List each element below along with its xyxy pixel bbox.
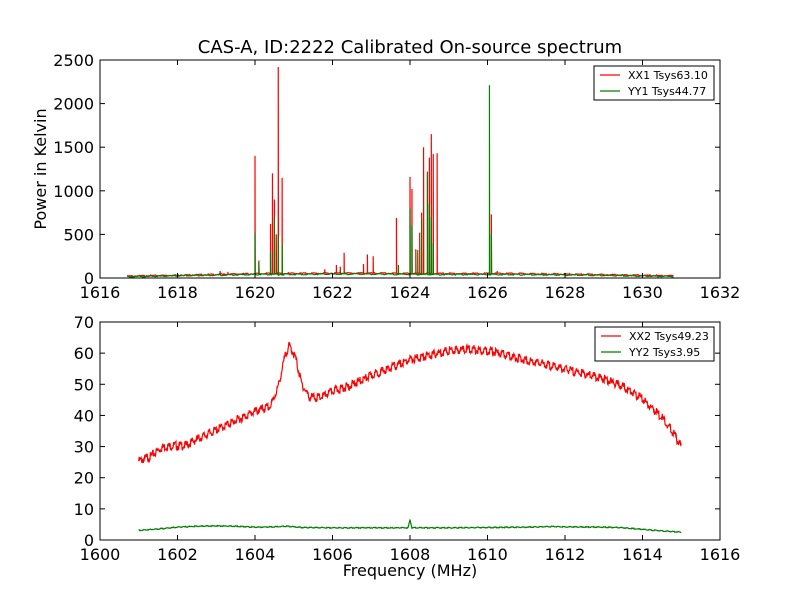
bottom-panel: 1600 1602 1604 1606 1608 1610 1612 1614 1616 0 10 2…	[74, 313, 741, 564]
x-tick-label: 1622	[312, 283, 353, 302]
series-line-yy2	[138, 519, 682, 534]
x-tick-label: 1608	[390, 545, 431, 564]
x-tick-label: 1618	[157, 283, 198, 302]
x-tick-label: 1600	[80, 545, 121, 564]
legend-label: YY1 Tsys44.77	[627, 85, 706, 98]
top-panel: 1616 1618 1620 1622 1624 1626 1628 1630 1632 0 500…	[53, 51, 740, 302]
legend-label: XX1 Tsys63.10	[628, 69, 708, 82]
legend-box	[594, 326, 715, 362]
y-tick-label: 1000	[53, 182, 94, 201]
y-tick-label: 500	[63, 225, 94, 244]
x-tick-label: 1602	[157, 545, 198, 564]
y-tick-label: 0	[84, 531, 94, 550]
x-tick-label: 1610	[467, 545, 508, 564]
legend-label: XX2 Tsys49.23	[629, 330, 709, 343]
x-tick-label: 1620	[235, 283, 276, 302]
legend-label: YY2 Tsys3.95	[628, 346, 700, 359]
x-tick-label: 1614	[622, 545, 663, 564]
legend: XX1 Tsys63.10 YY1 Tsys44.77	[593, 65, 715, 101]
y-tick-label: 2000	[53, 95, 94, 114]
y-tick-label: 60	[74, 344, 94, 363]
x-tick-label: 1612	[545, 545, 586, 564]
y-tick-label: 30	[74, 438, 94, 457]
y-tick-label: 50	[74, 375, 94, 394]
x-tick-label: 1630	[622, 283, 663, 302]
top-y-axis-label: Power in Kelvin	[31, 108, 50, 229]
x-tick-label: 1616	[80, 283, 121, 302]
legend-box	[593, 65, 715, 101]
x-tick-label: 1628	[545, 283, 586, 302]
y-tick-label: 20	[74, 469, 94, 488]
y-tick-label: 10	[74, 500, 94, 519]
plot-area	[138, 341, 682, 534]
series-line-xx2	[138, 341, 682, 464]
legend: XX2 Tsys49.23 YY2 Tsys3.95	[594, 326, 715, 362]
y-tick-label: 1500	[53, 138, 94, 157]
x-tick-label: 1626	[467, 283, 508, 302]
y-tick-label: 70	[74, 313, 94, 332]
y-tick-label: 40	[74, 406, 94, 425]
bottom-x-axis-label: Frequency (MHz)	[343, 561, 477, 580]
x-tick-label: 1632	[700, 283, 741, 302]
series-line-yy1	[126, 85, 674, 278]
chart-title: CAS-A, ID:2222 Calibrated On-source spec…	[198, 37, 622, 58]
plot-area	[126, 66, 674, 278]
y-tick-label: 2500	[53, 51, 94, 70]
x-tick-label: 1624	[390, 283, 431, 302]
y-tick-label: 0	[84, 269, 94, 288]
x-tick-label: 1616	[700, 545, 741, 564]
x-tick-label: 1606	[312, 545, 353, 564]
x-tick-label: 1604	[235, 545, 276, 564]
